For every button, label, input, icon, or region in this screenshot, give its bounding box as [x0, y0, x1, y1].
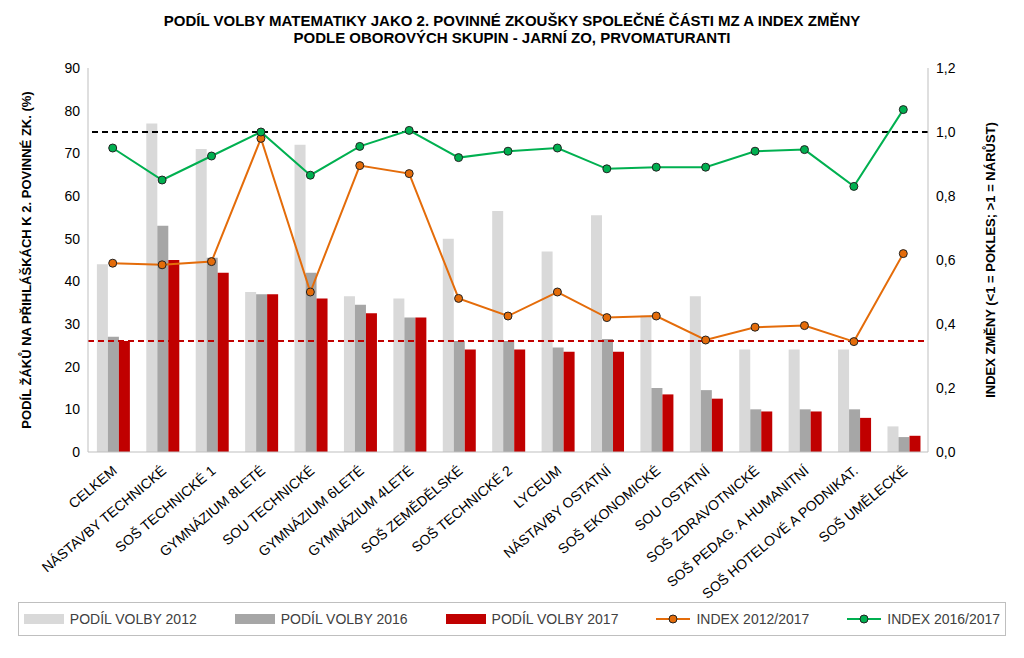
svg-text:SOŠ EKONOMICKÉ: SOŠ EKONOMICKÉ — [554, 462, 664, 557]
svg-text:10: 10 — [64, 401, 80, 417]
svg-text:70: 70 — [64, 145, 80, 161]
svg-text:60: 60 — [64, 188, 80, 204]
svg-text:0,8: 0,8 — [936, 188, 956, 204]
svg-text:SOŠ ZDRAVOTNICKÉ: SOŠ ZDRAVOTNICKÉ — [643, 462, 763, 566]
svg-text:SOŠ ZEMĚDĚLSKÉ: SOŠ ZEMĚDĚLSKÉ — [357, 462, 466, 557]
svg-text:80: 80 — [64, 103, 80, 119]
svg-text:GYMNÁZIUM 4LETÉ: GYMNÁZIUM 4LETÉ — [304, 462, 417, 560]
svg-text:SOŠ TECHNICKÉ 2: SOŠ TECHNICKÉ 2 — [408, 462, 515, 555]
svg-text:SOU OSTATNÍ: SOU OSTATNÍ — [631, 462, 713, 535]
svg-text:1,0: 1,0 — [936, 124, 956, 140]
svg-text:LYCEUM: LYCEUM — [510, 462, 565, 512]
html-text:INDEX 2016/2017: INDEX 2016/2017 — [887, 611, 1001, 627]
svg-text:40: 40 — [64, 273, 80, 289]
html-text:PODÍL VOLBY MATEMATIKY JAKO 2.: PODÍL VOLBY MATEMATIKY JAKO 2. POVINNÉ Z… — [163, 12, 861, 46]
svg-text:GYMNÁZIUM 6LETÉ: GYMNÁZIUM 6LETÉ — [255, 462, 367, 560]
svg-text:SOŠ PEDAG. A HUMANITNÍ: SOŠ PEDAG. A HUMANITNÍ — [663, 462, 812, 590]
svg-text:0: 0 — [72, 444, 80, 460]
html-text:PODÍL VOLBY 2016: PODÍL VOLBY 2016 — [280, 611, 408, 627]
html-text:PODÍL VOLBY 2012: PODÍL VOLBY 2012 — [69, 611, 197, 627]
html-text:INDEX 2012/2017: INDEX 2012/2017 — [696, 611, 810, 627]
svg-text:PODÍL ŽÁKŮ NA PŘIHLÁŠKÁCH K 2.: PODÍL ŽÁKŮ NA PŘIHLÁŠKÁCH K 2. POVINNÉ Z… — [18, 91, 34, 428]
svg-text:SOU TECHNICKÉ: SOU TECHNICKÉ — [219, 462, 318, 549]
svg-text:30: 30 — [64, 316, 80, 332]
svg-text:SOŠ TECHNICKÉ 1: SOŠ TECHNICKÉ 1 — [112, 462, 219, 556]
svg-text:0,4: 0,4 — [936, 316, 956, 332]
svg-text:0,2: 0,2 — [936, 380, 956, 396]
svg-text:INDEX ZMĚNY (<1 = POKLES; >1 =: INDEX ZMĚNY (<1 = POKLES; >1 = NÁRŮST) — [982, 122, 998, 398]
svg-text:SOŠ UMĚLECKÉ: SOŠ UMĚLECKÉ — [815, 462, 910, 545]
svg-text:NÁSTAVBY TECHNICKÉ: NÁSTAVBY TECHNICKÉ — [38, 462, 170, 576]
svg-text:90: 90 — [64, 60, 80, 76]
svg-text:SOŠ HOTELOVÉ A PODNIKAT.: SOŠ HOTELOVÉ A PODNIKAT. — [698, 462, 861, 602]
html-text:PODÍL VOLBY 2017: PODÍL VOLBY 2017 — [491, 611, 619, 627]
svg-text:0,6: 0,6 — [936, 252, 956, 268]
svg-text:CELKEM: CELKEM — [65, 462, 120, 512]
svg-text:0,0: 0,0 — [936, 444, 956, 460]
svg-text:NÁSTAVBY OSTATNÍ: NÁSTAVBY OSTATNÍ — [500, 462, 614, 562]
svg-text:1,2: 1,2 — [936, 60, 956, 76]
svg-text:50: 50 — [64, 231, 80, 247]
svg-text:20: 20 — [64, 359, 80, 375]
svg-text:GYMNÁZIUM 8LETÉ: GYMNÁZIUM 8LETÉ — [156, 462, 268, 560]
